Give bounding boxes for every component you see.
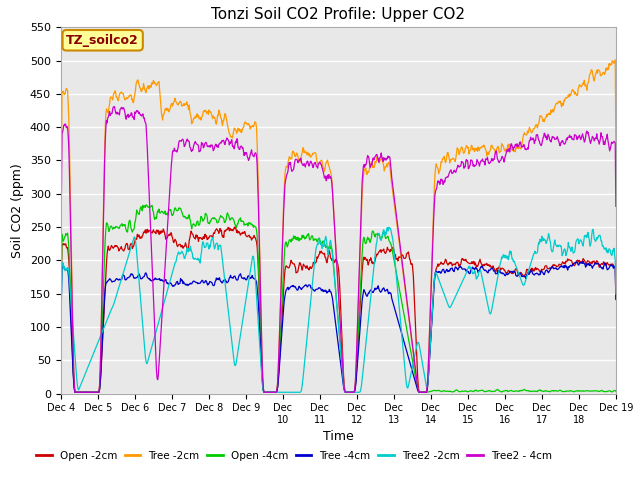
Legend: Open -2cm, Tree -2cm, Open -4cm, Tree -4cm, Tree2 -2cm, Tree2 - 4cm: Open -2cm, Tree -2cm, Open -4cm, Tree -4… [32,446,556,465]
Y-axis label: Soil CO2 (ppm): Soil CO2 (ppm) [12,163,24,258]
Title: Tonzi Soil CO2 Profile: Upper CO2: Tonzi Soil CO2 Profile: Upper CO2 [211,7,465,22]
Text: TZ_soilco2: TZ_soilco2 [67,34,139,47]
X-axis label: Time: Time [323,431,354,444]
